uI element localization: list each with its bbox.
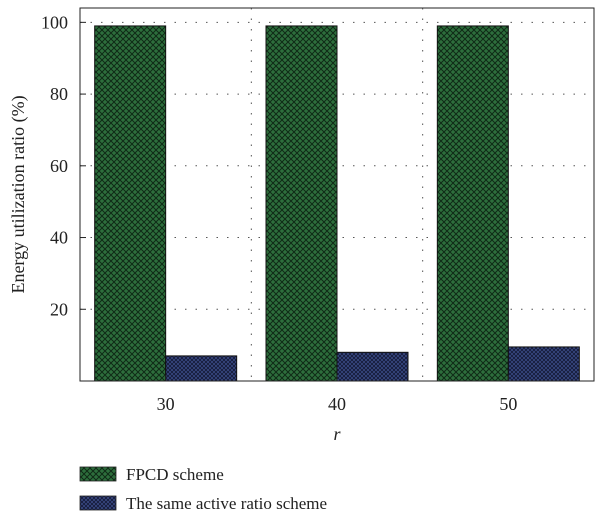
x-tick-label: 40 [328,394,346,414]
legend-label-same-active-ratio: The same active ratio scheme [126,494,327,513]
bars [94,25,580,382]
legend-swatch-same-active-ratio [79,495,117,511]
legend-label-fpcd: FPCD scheme [126,465,224,484]
y-tick-label: 20 [50,299,68,319]
bar-fpcd-40 [265,25,338,382]
x-tick-label: 50 [499,394,517,414]
x-axis-ticks: 30 40 50 [157,375,517,414]
bar-same-active-ratio-40 [336,351,409,382]
legend: FPCD scheme The same active ratio scheme [79,465,327,513]
y-axis-ticks: 20 40 60 80 100 [41,12,86,319]
x-axis-label: r [333,424,341,444]
y-tick-label: 100 [41,12,68,32]
bar-fpcd-30 [94,25,167,382]
y-tick-label: 80 [50,84,68,104]
bar-same-active-ratio-50 [507,346,580,382]
bar-same-active-ratio-30 [165,355,238,382]
legend-swatch-fpcd [79,466,117,482]
y-tick-label: 60 [50,156,68,176]
x-tick-label: 30 [157,394,175,414]
y-axis-label: Energy utilization ratio (%) [8,95,29,293]
bar-fpcd-50 [436,25,509,382]
y-tick-label: 40 [50,228,68,248]
